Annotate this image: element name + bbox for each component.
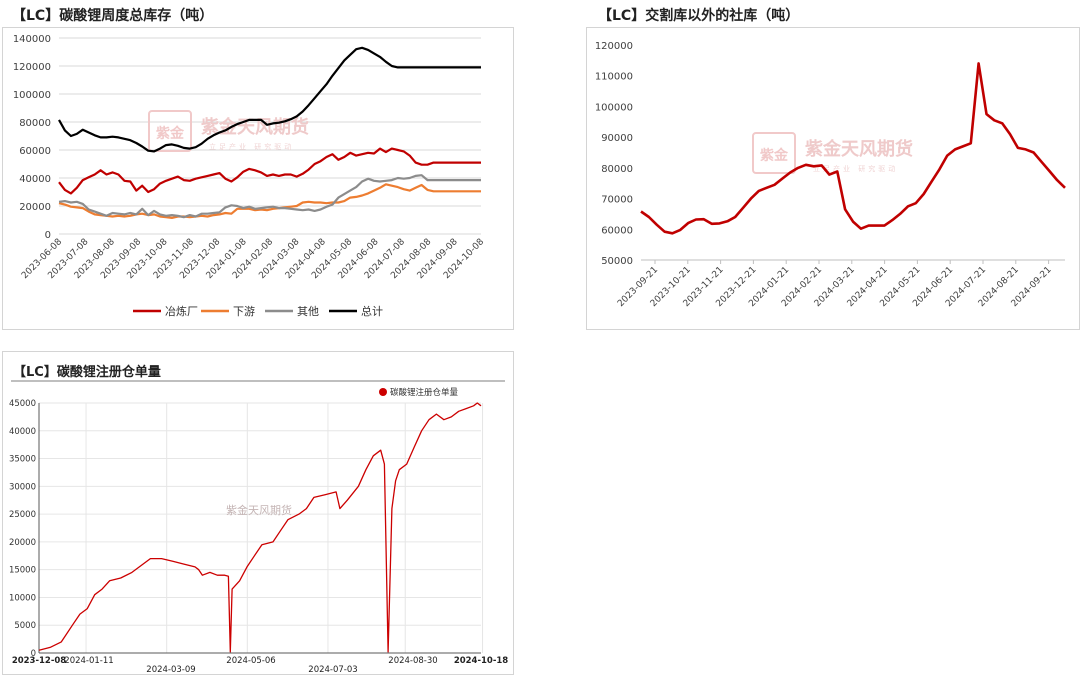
chart1-y-tick: 60000 [19,146,51,157]
chart2-watermark-slogan: 立足产业 研究驱动 [813,164,898,173]
chart3-legend-marker [379,388,387,396]
chart3-x-tick: 2023-12-08 [12,656,66,666]
chart2-series-line [640,62,1066,235]
chart3-x-tick: 2024-08-30 [388,656,437,666]
chart3-series-line [38,402,482,653]
chart1-series-3-line [58,46,481,153]
chart1-y-tick: 20000 [19,202,51,213]
chart3-y-tick: 10000 [9,593,36,603]
chart3-x-tick: 2024-07-03 [308,665,357,674]
chart1-series-0-line [58,147,481,195]
chart2-watermark-seal-text: 紫金 [760,147,789,164]
chart1-title: 【LC】碳酸锂周度总库存（吨） [12,8,214,24]
chart1-y-tick: 100000 [13,90,51,101]
chart2-y-tick: 50000 [601,256,633,267]
chart3-x-tick: 2024-03-09 [146,665,195,674]
chart3-y-tick: 30000 [9,482,36,492]
chart2-y-tick: 100000 [595,102,633,113]
chart3-y-tick: 5000 [14,621,36,631]
chart2-title: 【LC】交割库以外的社库（吨） [598,8,800,24]
chart3-y-tick: 45000 [9,399,36,409]
chart2-watermark-seal [752,132,796,174]
chart1-legend-label: 其他 [297,305,319,318]
chart1-legend-label: 冶炼厂 [165,304,198,318]
chart1-watermark-seal [148,110,192,152]
chart3-y-tick: 0 [31,649,36,659]
chart1-svg: 0 20000 40000 60000 80000 100000 120000 140000 紫… [13,34,486,318]
chart2-y-tick: 90000 [601,133,633,144]
chart3-panel: 【LC】碳酸锂注册仓单量 0 5000 10000 15000 20000 25000 30… [2,351,514,675]
chart1-series-1-line [58,183,481,219]
chart3-x-tick: 2024-10-18 [454,656,508,666]
chart3-x-tick: 2024-05-06 [226,656,275,666]
chart3-title: 【LC】碳酸锂注册仓单量 [13,365,161,380]
chart2-y-tick: 80000 [601,164,633,175]
chart1-y-tick: 40000 [19,174,51,185]
chart2-svg: 50000 60000 70000 80000 90000 100000 110000 120… [595,41,1066,309]
chart1-y-tick: 0 [45,230,51,241]
chart3-watermark: 紫金天风期货 [226,503,292,517]
chart1-y-tick: 140000 [13,34,51,45]
chart3-y-tick: 40000 [9,427,36,437]
chart1-legend-label: 总计 [361,304,383,318]
chart3-y-tick: 20000 [9,538,36,548]
chart2-y-tick: 120000 [595,41,633,52]
chart3-y-tick: 25000 [9,510,36,520]
chart2-y-tick: 110000 [595,72,633,83]
chart1-y-tick: 80000 [19,118,51,129]
chart2-y-tick: 70000 [601,195,633,206]
chart2-y-tick: 60000 [601,225,633,236]
chart3-legend-label: 碳酸锂注册仓单量 [390,387,459,398]
chart3-x-tick: 2024-01-11 [64,656,113,666]
chart3-y-tick: 15000 [9,566,36,576]
chart1-watermark-slogan: 立足产业 研究驱动 [209,142,294,151]
chart3-y-tick: 35000 [9,455,36,465]
chart2-panel: 50000 60000 70000 80000 90000 100000 110000 120… [586,27,1080,330]
chart2-watermark-brand: 紫金天风期货 [805,138,913,160]
chart1-series-2-line [58,174,481,219]
chart1-watermark-seal-text: 紫金 [156,125,185,142]
chart3-svg: 0 5000 10000 15000 20000 25000 30000 35000 40000… [9,380,508,675]
chart1-y-tick: 120000 [13,62,51,73]
chart1-panel: 0 20000 40000 60000 80000 100000 120000 140000 紫… [2,27,514,330]
chart1-legend-label: 下游 [233,305,255,318]
